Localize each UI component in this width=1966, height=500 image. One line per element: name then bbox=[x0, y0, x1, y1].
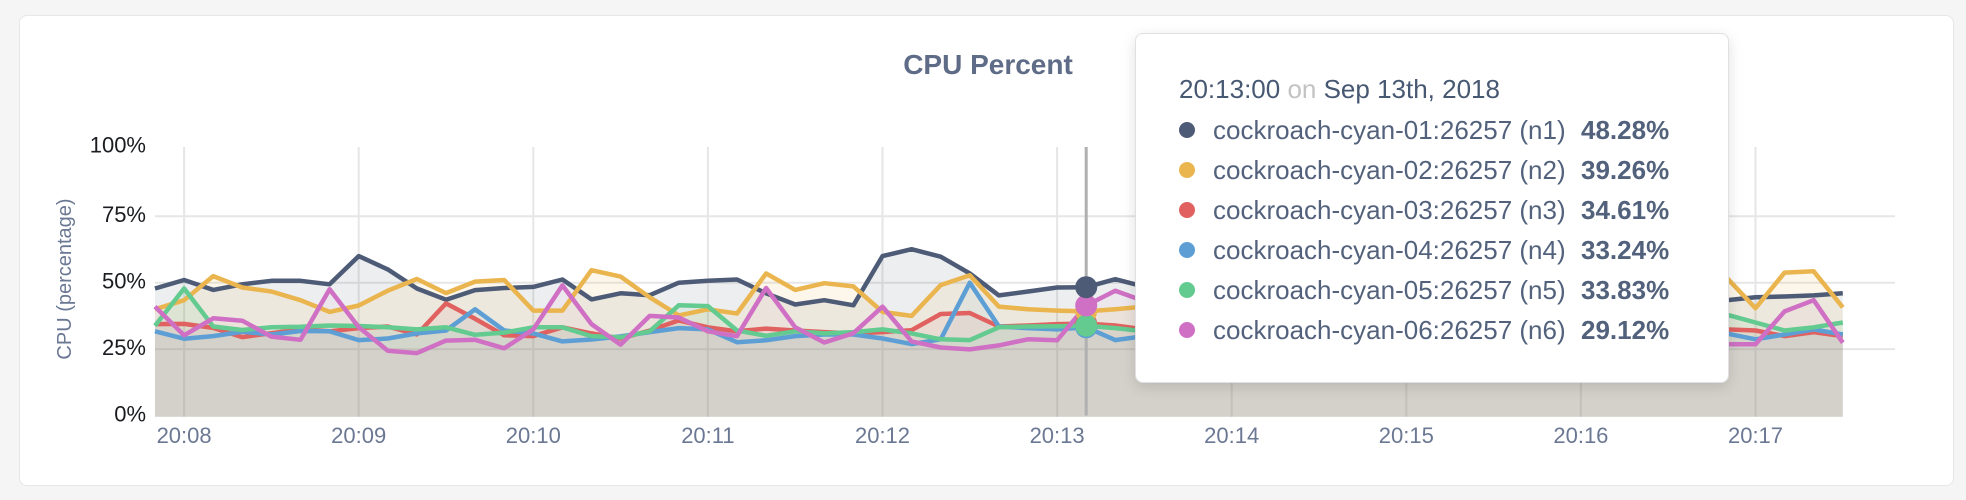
svg-text:20:15: 20:15 bbox=[1379, 423, 1434, 448]
svg-text:20:10: 20:10 bbox=[506, 423, 561, 448]
svg-text:20:17: 20:17 bbox=[1728, 423, 1783, 448]
svg-text:20:14: 20:14 bbox=[1204, 423, 1259, 448]
svg-text:20:12: 20:12 bbox=[855, 423, 910, 448]
svg-text:20:09: 20:09 bbox=[331, 423, 386, 448]
svg-text:20:13: 20:13 bbox=[1030, 423, 1085, 448]
svg-text:20:08: 20:08 bbox=[157, 423, 212, 448]
svg-text:75%: 75% bbox=[102, 202, 146, 227]
svg-text:50%: 50% bbox=[102, 269, 146, 294]
svg-text:20:16: 20:16 bbox=[1553, 423, 1608, 448]
svg-text:CPU (percentage): CPU (percentage) bbox=[54, 198, 76, 359]
svg-text:20:11: 20:11 bbox=[681, 423, 734, 448]
svg-text:0%: 0% bbox=[114, 401, 146, 426]
svg-text:25%: 25% bbox=[102, 335, 146, 360]
svg-text:100%: 100% bbox=[90, 132, 146, 157]
